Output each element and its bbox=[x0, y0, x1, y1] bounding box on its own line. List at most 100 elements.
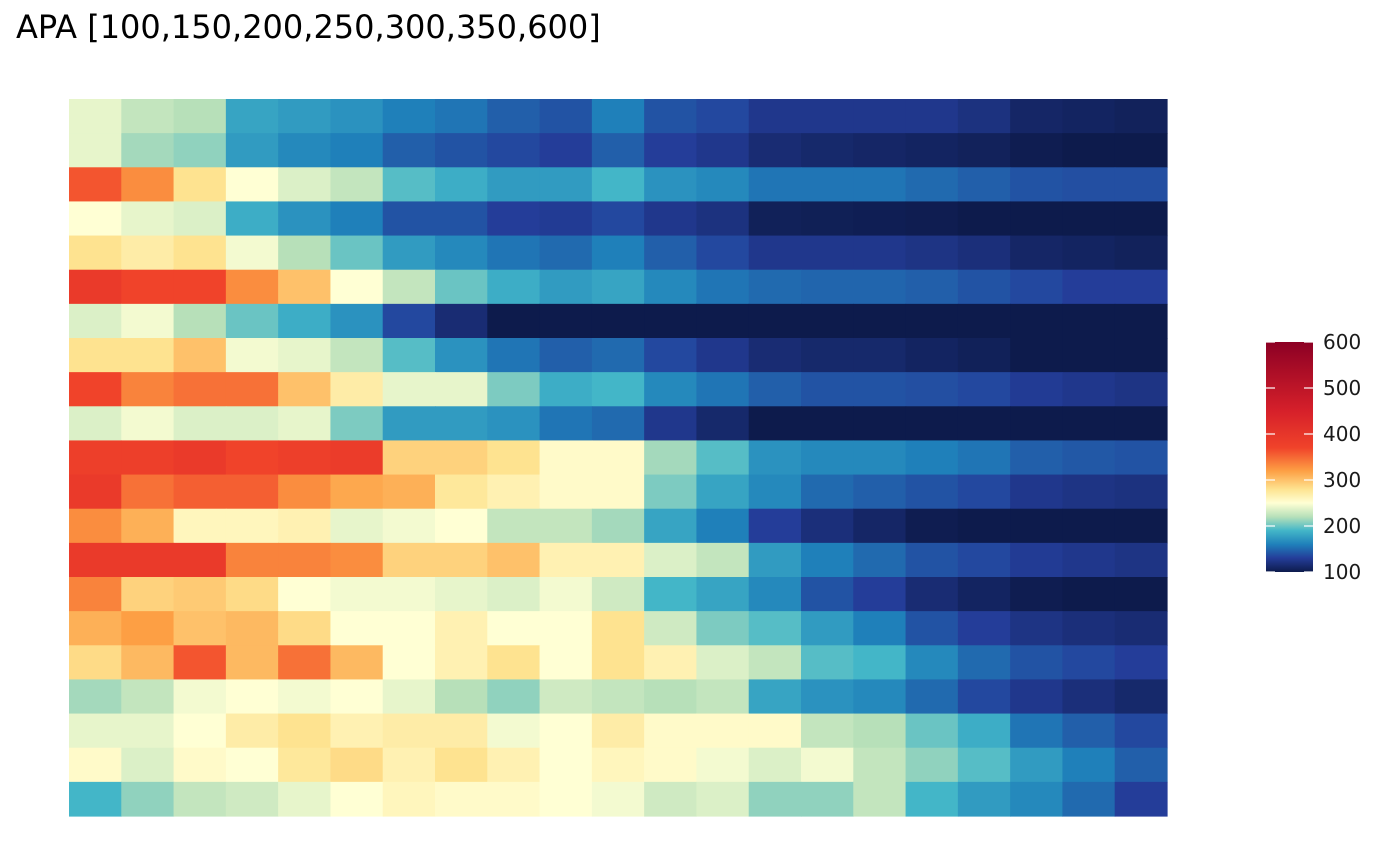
heatmap-cell bbox=[69, 440, 122, 476]
heatmap-cell bbox=[539, 679, 593, 715]
heatmap-cell bbox=[1114, 235, 1168, 271]
heatmap-cell bbox=[1010, 611, 1064, 646]
heatmap-cell bbox=[957, 542, 1011, 578]
heatmap-cell bbox=[1114, 269, 1168, 305]
heatmap-cell bbox=[1010, 440, 1064, 476]
heatmap-cell bbox=[539, 508, 593, 544]
heatmap-cell bbox=[853, 645, 907, 681]
heatmap-cell bbox=[1010, 781, 1064, 817]
heatmap-cell bbox=[748, 611, 802, 646]
heatmap-cell bbox=[1062, 338, 1116, 373]
heatmap-cell bbox=[539, 474, 593, 510]
heatmap-cell bbox=[1062, 133, 1116, 168]
heatmap-cell bbox=[173, 508, 227, 544]
heatmap-cell bbox=[696, 99, 750, 134]
heatmap-cell bbox=[748, 747, 802, 783]
heatmap-cell bbox=[330, 611, 384, 646]
heatmap-cell bbox=[905, 679, 959, 715]
heatmap-cell bbox=[1062, 747, 1116, 783]
heatmap-cell bbox=[173, 474, 227, 510]
heatmap-cell bbox=[905, 303, 959, 339]
heatmap-cell bbox=[539, 372, 593, 407]
heatmap-cell bbox=[1062, 167, 1116, 203]
heatmap-cell bbox=[225, 542, 279, 578]
heatmap-cell bbox=[1062, 99, 1116, 134]
heatmap-cell bbox=[487, 747, 541, 783]
heatmap-cell bbox=[1114, 611, 1168, 646]
heatmap-cell bbox=[173, 747, 227, 783]
heatmap-cell bbox=[121, 679, 175, 715]
heatmap-cell bbox=[330, 303, 384, 339]
heatmap-cell bbox=[330, 645, 384, 681]
heatmap-cell bbox=[225, 440, 279, 476]
heatmap-cell bbox=[748, 542, 802, 578]
heatmap-cell bbox=[225, 474, 279, 510]
heatmap-cell bbox=[1114, 679, 1168, 715]
heatmap-cell bbox=[957, 201, 1011, 237]
heatmap-cell bbox=[1114, 645, 1168, 681]
legend-tick-label: 500 bbox=[1323, 376, 1361, 400]
heatmap-cell bbox=[1062, 508, 1116, 544]
heatmap-cell bbox=[853, 269, 907, 305]
heatmap-cell bbox=[121, 474, 175, 510]
heatmap-cell bbox=[487, 781, 541, 817]
heatmap-cell bbox=[696, 133, 750, 168]
heatmap-cell bbox=[278, 645, 332, 681]
heatmap-cell bbox=[853, 201, 907, 237]
heatmap-cell bbox=[644, 679, 698, 715]
heatmap-cell bbox=[435, 133, 488, 168]
heatmap-cell bbox=[1114, 303, 1168, 339]
heatmap-cells bbox=[69, 99, 1168, 817]
heatmap-cell bbox=[69, 99, 122, 134]
heatmap-cell bbox=[696, 781, 750, 817]
heatmap-cell bbox=[748, 577, 802, 612]
heatmap-cell bbox=[173, 406, 227, 442]
heatmap-cell bbox=[435, 201, 488, 237]
heatmap-cell bbox=[278, 713, 332, 749]
heatmap-cell bbox=[801, 713, 854, 749]
heatmap-cell bbox=[69, 747, 122, 783]
heatmap-cell bbox=[644, 406, 698, 442]
heatmap-cell bbox=[435, 713, 488, 749]
heatmap-cell bbox=[225, 201, 279, 237]
heatmap-cell bbox=[1010, 201, 1064, 237]
heatmap-cell bbox=[121, 338, 175, 373]
heatmap-cell bbox=[853, 303, 907, 339]
heatmap-cell bbox=[278, 611, 332, 646]
heatmap-cell bbox=[278, 679, 332, 715]
heatmap-cell bbox=[435, 542, 488, 578]
heatmap-cell bbox=[801, 201, 854, 237]
heatmap-cell bbox=[278, 303, 332, 339]
heatmap-cell bbox=[487, 474, 541, 510]
heatmap-cell bbox=[957, 747, 1011, 783]
heatmap-cell bbox=[225, 133, 279, 168]
heatmap-cell bbox=[278, 133, 332, 168]
heatmap-cell bbox=[382, 679, 436, 715]
heatmap-cell bbox=[487, 269, 541, 305]
heatmap-cell bbox=[644, 269, 698, 305]
heatmap-cell bbox=[748, 713, 802, 749]
heatmap-cell bbox=[957, 781, 1011, 817]
heatmap-cell bbox=[591, 611, 645, 646]
heatmap-cell bbox=[591, 747, 645, 783]
legend-tick-label: 400 bbox=[1323, 422, 1361, 446]
heatmap-cell bbox=[225, 611, 279, 646]
heatmap-cell bbox=[69, 508, 122, 544]
heatmap-cell bbox=[382, 611, 436, 646]
heatmap-cell bbox=[905, 713, 959, 749]
heatmap-cell bbox=[644, 474, 698, 510]
heatmap-cell bbox=[644, 508, 698, 544]
heatmap-cell bbox=[1062, 611, 1116, 646]
heatmap-cell bbox=[1010, 338, 1064, 373]
heatmap-cell bbox=[1114, 747, 1168, 783]
heatmap-cell bbox=[539, 269, 593, 305]
heatmap-cell bbox=[696, 577, 750, 612]
heatmap-cell bbox=[121, 269, 175, 305]
heatmap-cell bbox=[957, 611, 1011, 646]
heatmap-cell bbox=[278, 406, 332, 442]
heatmap-cell bbox=[748, 781, 802, 817]
heatmap-cell bbox=[696, 372, 750, 407]
heatmap-cell bbox=[278, 235, 332, 271]
heatmap-cell bbox=[225, 167, 279, 203]
